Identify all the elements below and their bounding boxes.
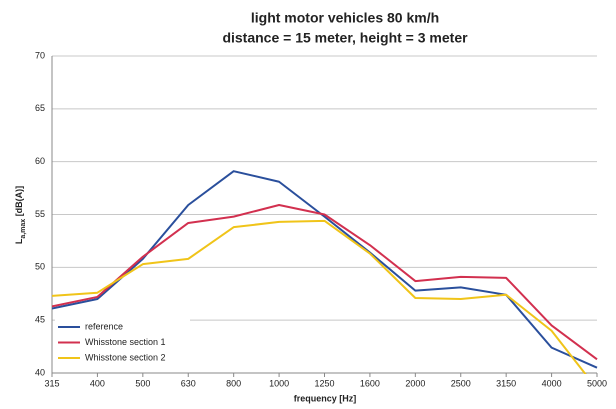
legend-label: Whisstone section 2 — [85, 352, 166, 362]
chart-title: light motor vehicles 80 km/h — [251, 10, 439, 26]
y-tick-label: 65 — [35, 103, 45, 113]
x-tick-label: 630 — [181, 378, 196, 388]
y-label-sub: a,max — [20, 219, 27, 239]
x-axis-label: frequency [Hz] — [294, 393, 357, 403]
y-tick-label: 50 — [35, 262, 45, 272]
y-axis-label: La,max [dB(A)] — [14, 186, 26, 244]
chart-subtitle: distance = 15 meter, height = 3 meter — [222, 30, 468, 46]
plot-area — [52, 170, 598, 374]
x-tick-label: 4000 — [542, 378, 562, 388]
series-line — [52, 203, 598, 361]
x-tick-label: 5000 — [587, 378, 607, 388]
y-tick-label: 55 — [35, 209, 45, 219]
x-tick-label: 2500 — [451, 378, 471, 388]
x-tick-label: 1250 — [314, 378, 334, 388]
y-tick-label: 60 — [35, 156, 45, 166]
y-label-unit: [dB(A)] — [14, 186, 24, 219]
y-tick-label: 40 — [35, 367, 45, 377]
x-tick-label: 2000 — [405, 378, 425, 388]
x-tick-label: 3150 — [496, 378, 516, 388]
x-tick-label: 1600 — [360, 378, 380, 388]
y-tick-label: 45 — [35, 315, 45, 325]
x-tick-label: 500 — [135, 378, 150, 388]
x-tick-label: 315 — [44, 378, 59, 388]
x-tick-label: 1000 — [269, 378, 289, 388]
x-tick-label: 400 — [90, 378, 105, 388]
y-label-main: L — [14, 238, 24, 244]
x-tick-label: 800 — [226, 378, 241, 388]
series-line — [52, 219, 587, 374]
y-tick-label: 70 — [35, 50, 45, 60]
legend-label: Whisstone section 1 — [85, 337, 166, 347]
legend-label: reference — [85, 321, 123, 331]
